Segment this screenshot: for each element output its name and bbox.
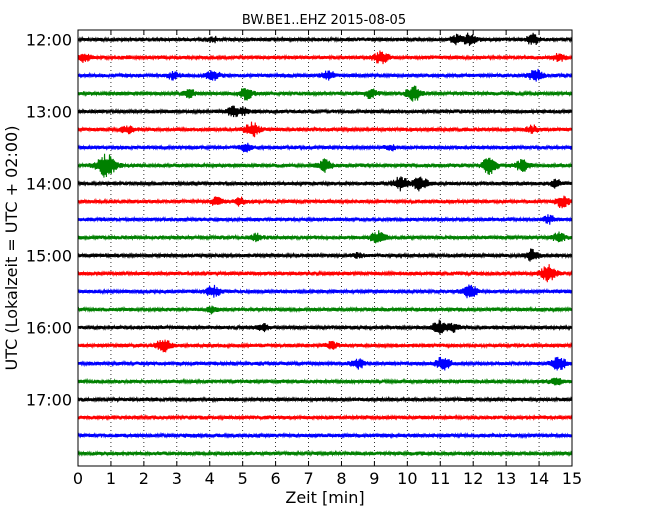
x-tick-label: 5 [238, 469, 248, 488]
y-tick-label: 16:00 [26, 319, 72, 338]
x-tick-label: 3 [172, 469, 182, 488]
seismogram-trace [77, 142, 573, 153]
seismogram-trace [77, 105, 573, 118]
seismogram-traces [77, 32, 573, 458]
seismogram-trace [77, 377, 573, 386]
grid-lines [110, 30, 540, 466]
y-tick-label: 13:00 [26, 103, 72, 122]
seismogram-trace [77, 356, 573, 371]
seismogram-trace [77, 176, 573, 192]
seismogram-trace [77, 32, 573, 46]
seismogram-trace [77, 195, 573, 209]
plot-frame [77, 29, 573, 467]
x-tick-label: 0 [73, 469, 83, 488]
x-tick-label: 4 [205, 469, 215, 488]
seismogram-trace [77, 121, 573, 138]
x-tick-label: 8 [336, 469, 346, 488]
seismogram-trace [77, 431, 573, 440]
chart-title: BW.BE1..EHZ 2015-08-05 [242, 13, 406, 28]
seismogram-trace [77, 413, 573, 422]
y-tick-label: 17:00 [26, 391, 72, 410]
seismogram-trace [77, 319, 573, 335]
seismogram-trace [77, 264, 573, 283]
x-axis: 0 1 2 3 4 5 6 7 8 9 10 11 12 13 14 15 [73, 30, 582, 488]
seismogram-trace [77, 50, 573, 65]
x-tick-label: 2 [139, 469, 149, 488]
x-tick-label: 1 [106, 469, 116, 488]
y-tick-label: 14:00 [26, 175, 72, 194]
x-tick-label: 11 [430, 469, 450, 488]
seismogram-trace [77, 395, 573, 404]
y-axis: 12:00 13:00 14:00 15:00 16:00 17:00 [26, 31, 572, 410]
seismogram-trace [77, 85, 573, 102]
x-tick-label: 7 [303, 469, 313, 488]
x-tick-label: 10 [397, 469, 417, 488]
seismogram-trace [77, 214, 573, 225]
x-tick-label: 6 [271, 469, 281, 488]
seismogram-trace [77, 153, 573, 178]
y-tick-label: 12:00 [26, 31, 72, 50]
y-tick-label: 15:00 [26, 247, 72, 266]
seismogram-trace [77, 449, 573, 458]
x-tick-label: 12 [463, 469, 483, 488]
y-axis-label: UTC (Lokalzeit = UTC + 02:00) [2, 126, 21, 371]
x-tick-label: 9 [369, 469, 379, 488]
x-tick-label: 15 [562, 469, 582, 488]
seismogram-trace [77, 305, 573, 315]
seismogram-trace [77, 284, 573, 299]
seismogram-trace [77, 68, 573, 82]
seismogram-trace [77, 230, 573, 244]
x-axis-label: Zeit [min] [285, 488, 364, 507]
seismogram-trace [77, 339, 573, 353]
seismogram-trace [77, 248, 573, 262]
x-tick-label: 14 [529, 469, 549, 488]
x-tick-label: 13 [496, 469, 516, 488]
